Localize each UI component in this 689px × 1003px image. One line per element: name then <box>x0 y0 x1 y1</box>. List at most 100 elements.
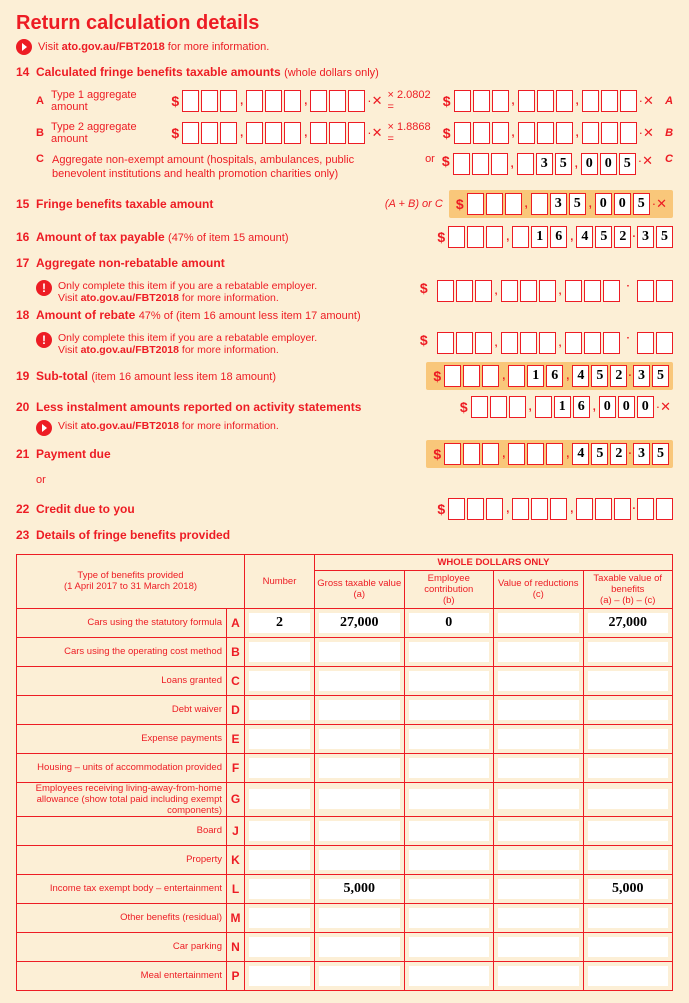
digit-box[interactable] <box>329 90 346 112</box>
digit-box[interactable]: 5 <box>633 193 650 215</box>
digit-box[interactable] <box>656 498 673 520</box>
input-cell[interactable] <box>409 671 490 691</box>
input-cell[interactable] <box>498 613 579 633</box>
input-cell[interactable] <box>249 908 310 928</box>
digit-box[interactable] <box>508 443 525 465</box>
digit-box[interactable]: 3 <box>637 226 654 248</box>
digit-box[interactable]: 0 <box>614 193 631 215</box>
digit-box[interactable] <box>520 280 537 302</box>
input-cell[interactable] <box>498 642 579 662</box>
digit-box[interactable] <box>454 122 471 144</box>
input-cell[interactable] <box>409 789 490 809</box>
input-cell[interactable] <box>319 821 400 841</box>
digit-box[interactable] <box>518 90 535 112</box>
input-cell[interactable] <box>249 789 310 809</box>
input-cell[interactable] <box>498 850 579 870</box>
digit-box[interactable]: 5 <box>656 226 673 248</box>
digit-box[interactable]: 5 <box>591 443 608 465</box>
digit-box[interactable] <box>182 122 199 144</box>
digit-box[interactable] <box>471 396 488 418</box>
digit-box[interactable] <box>310 122 327 144</box>
digit-box[interactable] <box>182 90 199 112</box>
input-cell[interactable] <box>319 937 400 957</box>
digit-box[interactable] <box>463 365 480 387</box>
input-cell[interactable] <box>409 937 490 957</box>
digit-box[interactable]: 3 <box>633 365 650 387</box>
digit-box[interactable] <box>348 122 365 144</box>
digit-box[interactable] <box>220 122 237 144</box>
input-cell[interactable]: 5,000 <box>319 879 400 899</box>
digit-box[interactable] <box>520 332 537 354</box>
digit-box[interactable] <box>475 280 492 302</box>
digit-box[interactable] <box>531 498 548 520</box>
digit-box[interactable]: 0 <box>595 193 612 215</box>
input-cell[interactable] <box>409 729 490 749</box>
input-cell[interactable] <box>588 671 669 691</box>
digit-box[interactable]: 5 <box>619 153 636 175</box>
input-cell[interactable] <box>249 642 310 662</box>
input-cell[interactable]: 27,000 <box>588 613 669 633</box>
digit-box[interactable] <box>486 498 503 520</box>
digit-box[interactable]: 5 <box>591 365 608 387</box>
digit-box[interactable] <box>576 498 593 520</box>
digit-box[interactable] <box>265 90 282 112</box>
digit-box[interactable] <box>284 122 301 144</box>
input-cell[interactable] <box>498 879 579 899</box>
input-cell[interactable] <box>588 729 669 749</box>
digit-box[interactable]: 5 <box>555 153 572 175</box>
digit-box[interactable]: 2 <box>614 226 631 248</box>
digit-box[interactable] <box>614 498 631 520</box>
digit-box[interactable] <box>284 90 301 112</box>
digit-box[interactable] <box>486 226 503 248</box>
input-cell[interactable] <box>498 937 579 957</box>
digit-box[interactable] <box>637 332 654 354</box>
input-cell[interactable] <box>409 908 490 928</box>
digit-box[interactable]: 1 <box>531 226 548 248</box>
digit-box[interactable] <box>201 122 218 144</box>
digit-box[interactable] <box>329 122 346 144</box>
digit-box[interactable] <box>603 280 620 302</box>
digit-box[interactable] <box>601 122 618 144</box>
digit-box[interactable] <box>456 332 473 354</box>
digit-box[interactable] <box>491 153 508 175</box>
digit-box[interactable] <box>453 153 470 175</box>
digit-box[interactable] <box>518 122 535 144</box>
input-cell[interactable] <box>249 937 310 957</box>
digit-box[interactable] <box>637 280 654 302</box>
digit-box[interactable] <box>310 90 327 112</box>
input-cell[interactable] <box>409 642 490 662</box>
input-cell[interactable]: 27,000 <box>319 613 400 633</box>
digit-box[interactable] <box>637 498 654 520</box>
digit-box[interactable]: 0 <box>581 153 598 175</box>
input-cell[interactable] <box>498 758 579 778</box>
digit-box[interactable]: 1 <box>527 365 544 387</box>
digit-box[interactable] <box>556 122 573 144</box>
digit-box[interactable] <box>490 396 507 418</box>
digit-box[interactable]: 4 <box>572 365 589 387</box>
digit-box[interactable]: 3 <box>550 193 567 215</box>
digit-box[interactable] <box>475 332 492 354</box>
digit-box[interactable] <box>539 332 556 354</box>
digit-box[interactable] <box>656 332 673 354</box>
digit-box[interactable]: 6 <box>546 365 563 387</box>
input-cell[interactable] <box>588 821 669 841</box>
digit-box[interactable] <box>517 153 534 175</box>
digit-box[interactable]: 5 <box>595 226 612 248</box>
digit-box[interactable]: 0 <box>637 396 654 418</box>
digit-box[interactable] <box>582 122 599 144</box>
digit-box[interactable] <box>448 498 465 520</box>
digit-box[interactable] <box>501 280 518 302</box>
digit-box[interactable]: 4 <box>576 226 593 248</box>
input-cell[interactable] <box>249 729 310 749</box>
input-cell[interactable] <box>409 821 490 841</box>
input-cell[interactable] <box>498 908 579 928</box>
digit-box[interactable] <box>512 226 529 248</box>
digit-box[interactable] <box>265 122 282 144</box>
input-cell[interactable] <box>588 908 669 928</box>
input-cell[interactable] <box>249 850 310 870</box>
input-cell[interactable] <box>498 700 579 720</box>
digit-box[interactable]: 5 <box>652 365 669 387</box>
input-cell[interactable] <box>409 879 490 899</box>
input-cell[interactable]: 2 <box>249 613 310 633</box>
digit-box[interactable] <box>201 90 218 112</box>
